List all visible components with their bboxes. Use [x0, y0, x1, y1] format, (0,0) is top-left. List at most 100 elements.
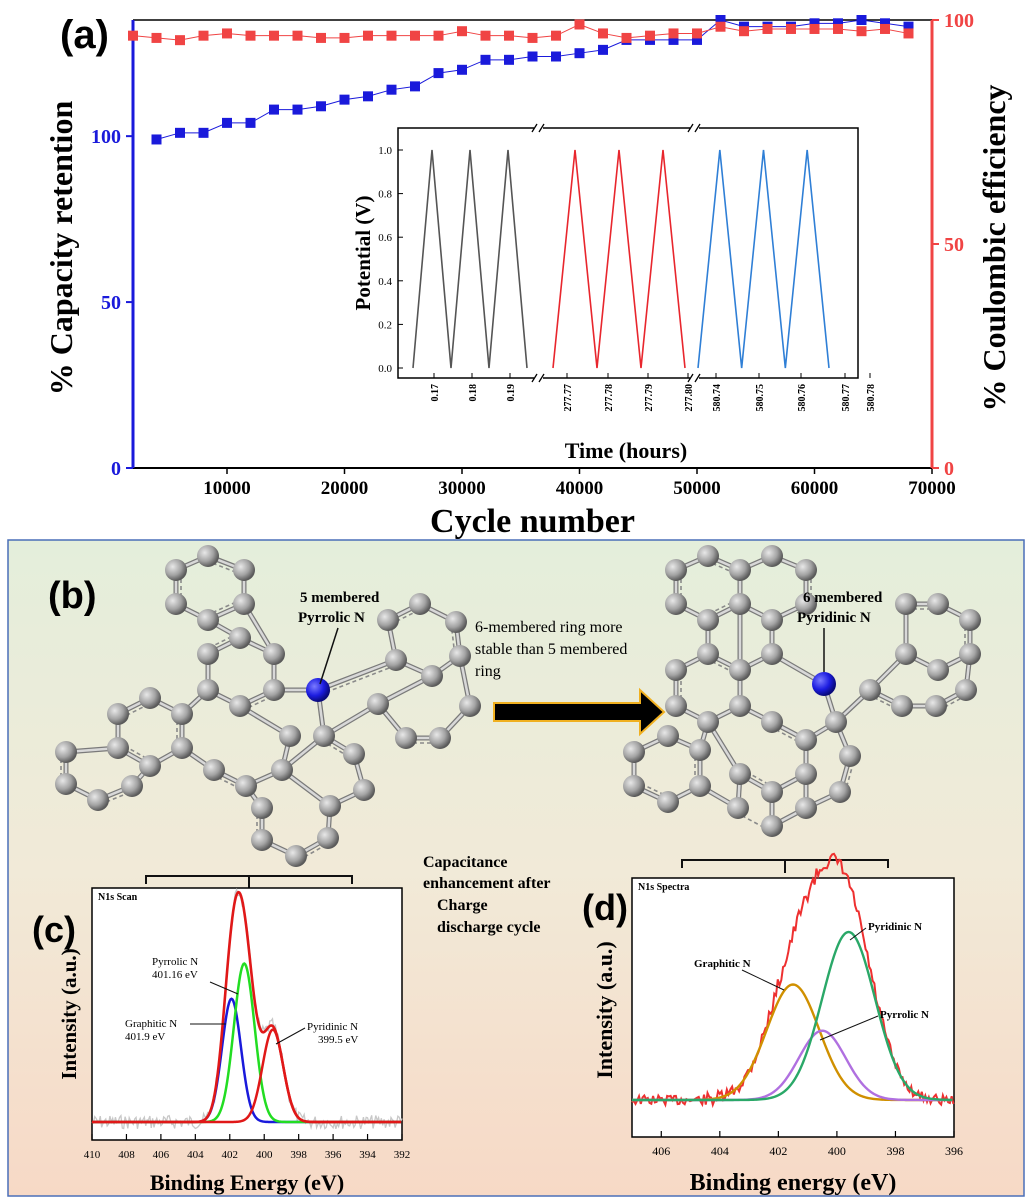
xps-x-tick-label: 400 [828, 1144, 846, 1158]
inset-x-tick-label: 277.80 [684, 384, 695, 412]
annotation: Pyrrolic N [880, 1009, 929, 1021]
carbon-atom [657, 791, 679, 813]
envelope [92, 890, 402, 1124]
carbon-atom [895, 643, 917, 665]
data-point-right [621, 32, 632, 43]
carbon-atom [445, 611, 467, 633]
xps-x-tick-label: 400 [256, 1149, 273, 1161]
carbon-atom [251, 797, 273, 819]
potential-segment [552, 149, 686, 369]
data-point-left [175, 127, 185, 138]
data-point-right [292, 30, 303, 41]
axis-break-mark [694, 373, 701, 383]
carbon-atom [285, 845, 307, 867]
inset-x-tick-label: 580.74 [712, 384, 723, 412]
inset-x-tick-label: 580.78 [866, 384, 877, 412]
caption-line-1: Capacitance [423, 854, 507, 871]
carbon-atom [829, 781, 851, 803]
carbon-atom [421, 665, 443, 687]
carbon-atom [697, 711, 719, 733]
axis-break-gap [534, 124, 543, 132]
carbon-atom [927, 593, 949, 615]
x-tick-label: 70000 [908, 478, 956, 499]
carbon-atom [891, 695, 913, 717]
xps-x-tick-label: 410 [84, 1149, 101, 1161]
inset-x-tick-label: 0.17 [430, 384, 441, 402]
data-point-right [410, 30, 420, 41]
axis-break-mark [694, 123, 701, 133]
y-right-tick-label: 100 [944, 10, 974, 32]
inset-y-tick-label: 0.2 [378, 319, 392, 331]
n1s-spectra-chart: 406 404 402 400 398 396 N1s Spectra Graphitic N… [592, 852, 963, 1196]
data-point-right [833, 23, 843, 34]
data-point-right [668, 28, 679, 39]
inset-y-tick-label: 0.0 [378, 363, 392, 375]
inset-x-label: Time (hours) [565, 438, 687, 463]
data-point-right [128, 30, 138, 41]
xps-x-tick-label: 404 [711, 1144, 729, 1158]
xps-x-tick-label: 402 [769, 1144, 787, 1158]
annotation-line [819, 1015, 879, 1041]
data-point-right [457, 26, 467, 37]
carbon-atom [761, 643, 783, 665]
carbon-atom [279, 725, 301, 747]
n1s-scan-chart: 410 408 406 404 402 400 398 396 394 392 N1s Scan Py… [57, 887, 410, 1195]
x-axis-label: Binding energy (eV) [690, 1170, 897, 1196]
panel-a: (a) 10000 20000 30000 40000 50000 60000 700000… [43, 10, 1012, 540]
data-point-right [363, 30, 373, 41]
middle-text-2: stable than 5 membered [475, 641, 627, 658]
data-point-left [151, 134, 162, 145]
inset-x-tick-label: 277.77 [563, 384, 574, 412]
data-point-right [269, 30, 279, 41]
data-point-right [527, 32, 538, 43]
carbon-atom [107, 737, 129, 759]
carbon-atom [165, 593, 187, 615]
data-point-left [245, 117, 256, 128]
data-point-left [363, 91, 373, 102]
carbon-atom [139, 687, 161, 709]
carbon-atom [55, 773, 77, 795]
potential-segment [697, 149, 830, 369]
carbon-atom [665, 659, 687, 681]
carbon-atom [197, 545, 219, 567]
x-tick-label: 30000 [438, 478, 486, 499]
annotation: Pyrrolic N [152, 956, 198, 968]
potential-inset-chart: 0.0 0.2 0.4 0.6 0.8 1.0 Potential (V) Time (hou… [351, 123, 877, 463]
carbon-atom [313, 725, 335, 747]
carbon-atom [263, 643, 285, 665]
inset-frame [397, 127, 859, 379]
xps-x-tick-label: 396 [325, 1149, 342, 1161]
carbon-atom [955, 679, 977, 701]
capacity-chart: 10000 20000 30000 40000 50000 60000 7000005010… [43, 10, 1012, 540]
carbon-atom [665, 593, 687, 615]
data-point-right [574, 19, 585, 30]
nitrogen-atom [306, 678, 330, 702]
xps-x-tick-label: 398 [886, 1144, 904, 1158]
inset-x-tick-label: 277.79 [644, 384, 655, 412]
pointer-line-left [319, 627, 339, 685]
carbon-atom [233, 593, 255, 615]
carbon-atom [761, 781, 783, 803]
data-point-right [151, 32, 162, 43]
panel-c: (c) 410 408 406 404 402 400 398 396 394 392 N1s Sc… [32, 887, 410, 1195]
xps-x-tick-label: 408 [118, 1149, 135, 1161]
y-right-tick-label: 0 [944, 458, 954, 480]
label-6-membered: 6 membered [803, 590, 883, 606]
series-line-right [132, 23, 909, 41]
carbon-atom [795, 559, 817, 581]
molecule-pyrrolic [55, 545, 481, 867]
caption-line-4: discharge cycle [437, 919, 541, 936]
data-point-right [762, 23, 773, 34]
bond-highlight [317, 658, 397, 692]
carbon-atom [729, 659, 751, 681]
y-right-tick-label: 50 [944, 234, 964, 256]
annotation: 401.9 eV [125, 1031, 165, 1043]
panel-c-letter: (c) [32, 909, 76, 950]
carbon-atom [927, 659, 949, 681]
carbon-atom [925, 695, 947, 717]
carbon-atom [895, 593, 917, 615]
data-point-right [809, 23, 820, 34]
label-5-membered: 5 membered [300, 590, 380, 606]
carbon-atom [429, 727, 451, 749]
carbon-atom [171, 737, 193, 759]
